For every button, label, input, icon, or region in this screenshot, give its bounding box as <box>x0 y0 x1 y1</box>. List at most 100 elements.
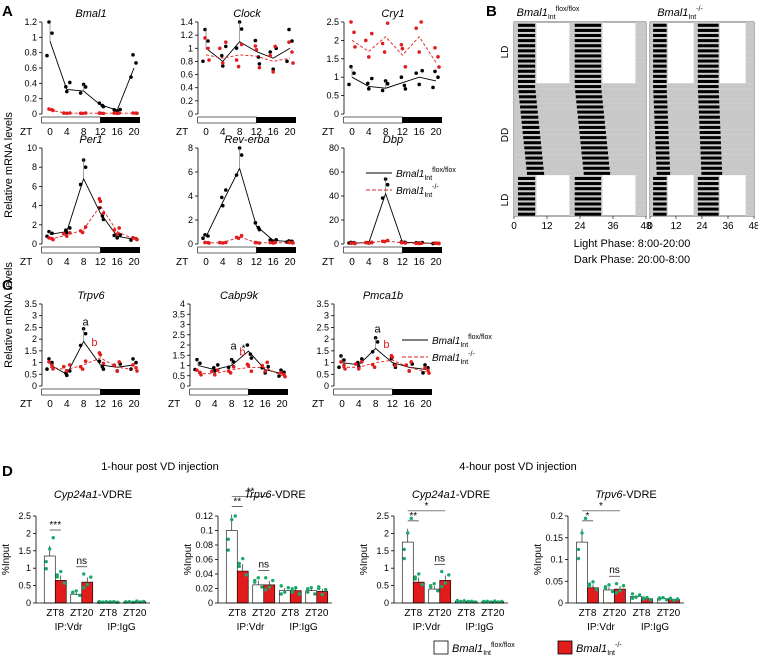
data-point-ko <box>390 355 395 360</box>
data-point-ctrl <box>129 75 133 79</box>
y-tick-label: 2 <box>26 528 31 538</box>
activity-block <box>653 23 667 27</box>
y-tick-label: 6 <box>188 167 193 177</box>
activity-block <box>653 85 667 89</box>
activity-block <box>574 44 602 48</box>
x-tick-label: 4 <box>64 257 70 268</box>
x-tick-label: 20 <box>420 399 432 410</box>
x-tick-label: 4 <box>220 127 226 138</box>
data-point-ko <box>47 360 51 364</box>
y-tick-label: 0.12 <box>195 511 213 521</box>
activity-block <box>700 161 722 165</box>
dark-shading <box>745 185 754 191</box>
y-tick-label: 0 <box>334 239 339 249</box>
dark-phase-bar <box>402 247 442 253</box>
data-point <box>283 590 287 594</box>
data-point <box>320 592 324 597</box>
data-point-ctrl <box>224 188 228 192</box>
data-point-ko <box>199 372 203 377</box>
data-point-ctrl <box>234 173 239 177</box>
dark-shading <box>745 195 754 201</box>
dark-shading <box>745 180 754 186</box>
data-point-ctrl <box>97 359 102 364</box>
panel-label-d: D <box>2 463 13 480</box>
y-tick-label: 1 <box>334 72 339 82</box>
x-tick-label: 16 <box>112 399 124 410</box>
data-point <box>583 516 588 521</box>
legend-label-ko: Bmal1Int-/- <box>396 184 439 199</box>
y-tick-label: 1.4 <box>180 17 193 27</box>
x-tick-label: 20 <box>128 257 140 268</box>
data-point <box>279 592 283 596</box>
y-tick-label: 1 <box>32 32 37 42</box>
activity-block <box>574 202 602 206</box>
x-tick-label: 16 <box>112 127 124 138</box>
data-point <box>82 572 86 576</box>
data-point <box>440 584 444 589</box>
x-tick-label: 20 <box>128 127 140 138</box>
data-point-ctrl <box>287 27 291 32</box>
y-tick-label: 0.2 <box>550 511 563 521</box>
activity-block <box>653 44 667 48</box>
activity-block <box>655 136 669 140</box>
row-label-ld-bottom: LD <box>500 194 511 207</box>
data-point-ko <box>51 367 55 371</box>
activity-block <box>653 187 667 191</box>
activity-block <box>521 120 539 124</box>
data-point-ko <box>343 367 347 371</box>
data-point-ko <box>403 241 408 245</box>
x-tick-label: ZT20 <box>70 608 94 619</box>
zt-label: ZT <box>322 257 334 268</box>
data-point <box>672 598 676 603</box>
data-point <box>237 564 241 569</box>
x-tick-label: 36 <box>722 221 734 232</box>
group-label-vdr: IP:Vdr <box>587 622 615 633</box>
data-point <box>267 585 271 589</box>
activity-block <box>580 141 607 145</box>
data-point-ctrl <box>115 236 119 240</box>
data-point <box>482 599 486 604</box>
activity-block <box>656 156 670 160</box>
data-point <box>82 586 86 590</box>
data-point-ctrl <box>68 226 72 230</box>
data-point-ko <box>207 241 211 245</box>
activity-block <box>517 59 536 63</box>
activity-block <box>655 146 670 150</box>
data-point <box>226 537 230 541</box>
data-point <box>313 592 317 596</box>
y-tick-label: 3 <box>32 311 37 321</box>
data-point-ko <box>135 111 139 116</box>
activity-block <box>517 69 536 73</box>
data-point <box>459 599 463 604</box>
y-tick-label: 1.5 <box>172 350 185 360</box>
activity-block <box>517 202 536 206</box>
activity-block <box>583 171 611 175</box>
group-label-vdr: IP:Vdr <box>237 622 265 633</box>
data-point-ctrl <box>83 331 88 336</box>
y-tick-label: 2.5 <box>172 330 185 340</box>
zt-label: ZT <box>20 257 32 268</box>
legend-label-ko: Bmal1Int-/- <box>432 351 475 366</box>
dark-shading <box>635 37 646 43</box>
data-point-ko <box>403 64 408 69</box>
x-tick-label: 48 <box>748 221 758 232</box>
y-tick-label: 0 <box>32 381 37 391</box>
x-tick-label: ZT20 <box>657 608 681 619</box>
dark-phase-bar <box>100 117 140 123</box>
x-tick-label: ZT20 <box>603 608 627 619</box>
dark-shading <box>745 210 754 216</box>
activity-block <box>576 105 604 109</box>
data-point <box>406 531 410 535</box>
data-point-ko <box>364 38 368 43</box>
panel-label-a: A <box>2 3 13 20</box>
activity-block <box>653 192 667 196</box>
x-tick-label: 24 <box>696 221 708 232</box>
data-point-ko <box>216 368 220 372</box>
group-label-igg: IP:IgG <box>465 622 494 633</box>
sig-label: * <box>586 511 590 522</box>
dark-shading <box>745 190 754 196</box>
y-tick-label: 2 <box>32 220 37 230</box>
y-axis-label-panel-a: Relative mRNA levels <box>3 112 15 218</box>
